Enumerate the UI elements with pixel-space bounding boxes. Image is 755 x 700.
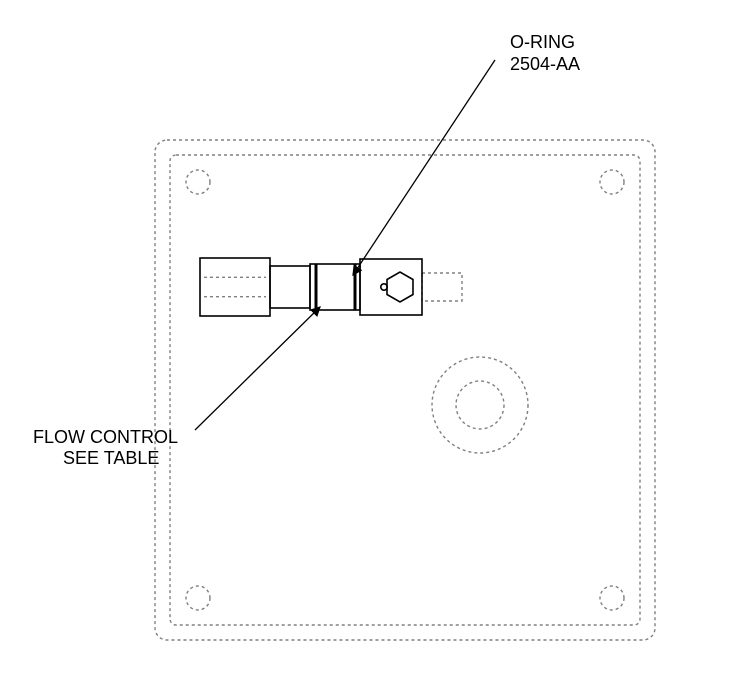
label-oring-line1: O-RING xyxy=(510,32,575,52)
label-oring-line2: 2504-AA xyxy=(510,54,580,74)
housing-outline-inner xyxy=(170,155,640,625)
flow-control-assembly xyxy=(200,258,462,316)
label-flow-control-line1: FLOW CONTROL xyxy=(33,427,178,447)
housing-outline-outer xyxy=(155,140,655,640)
port-annulus-inner xyxy=(456,381,504,429)
leader-line-flow-control xyxy=(195,307,320,430)
label-flow-control-line2: SEE TABLE xyxy=(63,448,159,468)
corner-bolt-holes xyxy=(186,170,624,610)
technical-drawing: O-RING 2504-AA FLOW CONTROL SEE TABLE xyxy=(0,0,755,700)
leader-line-oring xyxy=(353,60,495,275)
port-annulus-outer xyxy=(432,357,528,453)
